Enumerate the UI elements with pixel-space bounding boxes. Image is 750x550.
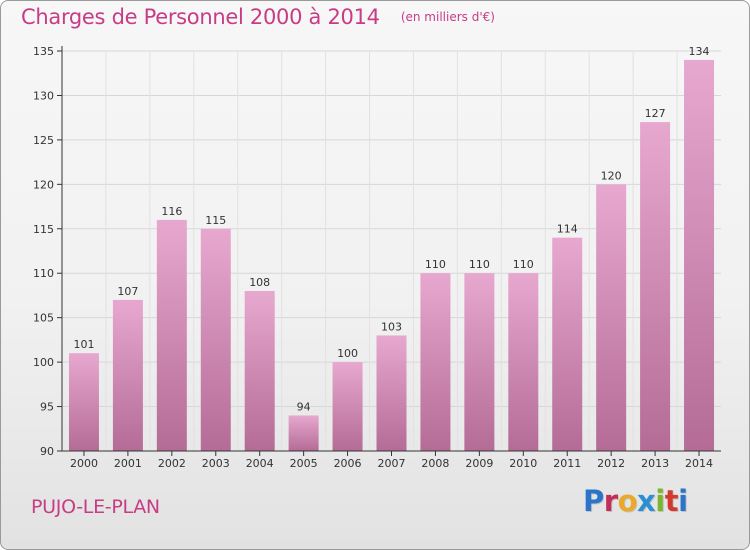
x-tick-label: 2012 (597, 457, 625, 470)
data-label: 115 (205, 214, 226, 227)
y-tick-label: 90 (40, 445, 54, 458)
bar (640, 122, 671, 451)
x-tick-label: 2005 (290, 457, 318, 470)
x-tick-label: 2006 (334, 457, 362, 470)
bar (420, 273, 451, 451)
y-tick-label: 120 (33, 178, 54, 191)
y-tick-label: 135 (33, 45, 54, 58)
y-tick-label: 130 (33, 89, 54, 102)
bar (68, 353, 99, 451)
x-tick-label: 2003 (202, 457, 230, 470)
axes: 90 95 100 105 110 115 120 125 130 135 2000 2001 2002… (33, 45, 721, 470)
data-label: 116 (161, 205, 182, 218)
bar (508, 273, 539, 451)
x-tick-label: 2010 (509, 457, 537, 470)
y-tick-label: 115 (33, 223, 54, 236)
chart-subtitle: (en milliers d'€) (400, 10, 495, 24)
y-tick-label: 125 (33, 134, 54, 147)
data-label: 110 (513, 258, 534, 271)
x-tick-label: 2013 (641, 457, 669, 470)
x-tick-label: 2004 (246, 457, 274, 470)
y-tick-label: 105 (33, 312, 54, 325)
data-label: 120 (601, 169, 622, 182)
chart-title: Charges de Personnel 2000 à 2014 (21, 5, 380, 29)
bar (376, 335, 407, 451)
bars (68, 59, 715, 452)
bar (332, 362, 363, 451)
data-label: 108 (249, 276, 270, 289)
x-tick-label: 2014 (685, 457, 713, 470)
y-tick-label: 95 (40, 401, 54, 414)
bar (464, 273, 495, 451)
x-tick-label: 2000 (70, 457, 98, 470)
data-label: 100 (337, 347, 358, 360)
data-label: 94 (297, 400, 311, 413)
proxiti-logo[interactable]: Proxiti (583, 484, 688, 518)
y-tick-label: 110 (33, 267, 54, 280)
data-label: 101 (73, 338, 94, 351)
data-label: 114 (557, 223, 578, 236)
bar (288, 415, 319, 451)
data-label: 134 (689, 45, 710, 58)
x-tick-label: 2001 (114, 457, 142, 470)
bar (552, 237, 583, 451)
bar (112, 299, 143, 451)
data-label: 110 (469, 258, 490, 271)
data-label: 107 (117, 285, 138, 298)
data-label: 110 (425, 258, 446, 271)
data-label: 127 (645, 107, 666, 120)
data-labels: 101 107 116 115 108 94 100 103 110 110 110 114 120 12… (73, 45, 709, 414)
title-line: Charges de Personnel 2000 à 2014 (en mil… (21, 5, 495, 29)
x-tick-label: 2009 (465, 457, 493, 470)
y-tick-label: 100 (33, 356, 54, 369)
x-tick-label: 2008 (421, 457, 449, 470)
data-label: 103 (381, 320, 402, 333)
commune-name: PUJO-LE-PLAN (31, 496, 160, 518)
x-tick-label: 2002 (158, 457, 186, 470)
bar (200, 228, 231, 451)
bar (244, 291, 275, 451)
bar (684, 59, 715, 452)
bar (596, 184, 627, 452)
bar (156, 219, 187, 451)
x-tick-label: 2011 (553, 457, 581, 470)
x-tick-label: 2007 (378, 457, 406, 470)
